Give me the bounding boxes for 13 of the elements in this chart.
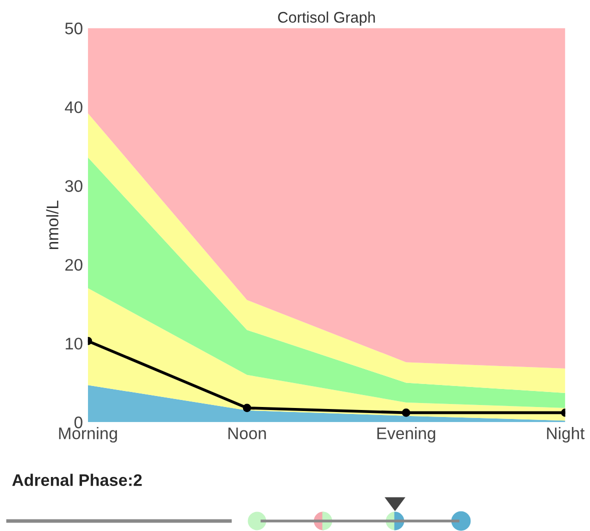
chart-title: Cortisol Graph xyxy=(278,12,375,26)
y-tick-label: 0 xyxy=(74,416,82,428)
y-tick-label: 30 xyxy=(65,180,82,192)
y-tick-label: 40 xyxy=(64,101,82,114)
y-tick-label: 20 xyxy=(65,258,82,271)
y-axis-title: nmol/L xyxy=(46,200,58,250)
text: Adrenal Phase:2 xyxy=(12,474,142,486)
x-tick-label: Morning xyxy=(59,427,117,443)
x-tick-label: Noon xyxy=(228,428,266,440)
y-tick-label: 50 xyxy=(65,22,82,34)
x-tick-label: Night xyxy=(547,427,585,443)
y-tick-label: 10 xyxy=(66,338,82,350)
x-tick-label: Evening xyxy=(377,427,436,443)
